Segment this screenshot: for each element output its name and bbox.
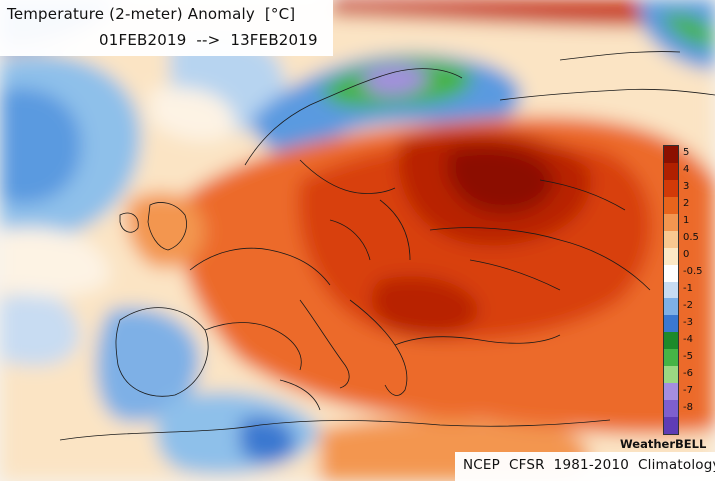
colorbar-swatch — [664, 383, 678, 401]
colorbar-swatch — [664, 213, 678, 231]
colorbar-swatch — [664, 247, 678, 265]
colorbar-tick-label: -0.5 — [683, 266, 703, 278]
colorbar-tick-label: -4 — [683, 333, 693, 345]
colorbar-tick-label: 0.5 — [683, 232, 699, 244]
colorbar-tick-label: 1 — [683, 215, 690, 227]
colorbar-swatch — [664, 146, 678, 163]
colorbar-tick-label: 4 — [683, 164, 690, 176]
colorbar-labels: 5 4 3 2 1 0.5 0 -0.5 -1 -2 -3 -4 -5 -6 -7 -8 — [683, 145, 713, 435]
colorbar-tick-label: 3 — [683, 181, 690, 193]
colorbar-swatch — [664, 349, 678, 367]
colorbar-swatch — [664, 264, 678, 282]
colorbar-swatch — [664, 298, 678, 316]
date-range: 01FEB2019 --> 13FEB2019 — [99, 31, 318, 49]
colorbar-swatch — [664, 281, 678, 299]
colorbar-swatch — [664, 417, 678, 434]
colorbar-swatch — [664, 179, 678, 197]
colorbar-tick-label: 5 — [683, 147, 690, 159]
colorbar-tick-label: -1 — [683, 283, 693, 294]
colorbar-swatch — [664, 230, 678, 248]
colorbar-swatch — [664, 366, 678, 384]
colorbar-swatch — [664, 196, 678, 214]
colorbar-tick-label: 0 — [683, 249, 690, 261]
colorbar-tick-label: -7 — [683, 384, 693, 396]
colorbar-tick-label: -5 — [683, 350, 693, 362]
colorbar-tick-label: 2 — [683, 198, 690, 210]
colorbar-tick-label: -8 — [683, 401, 693, 413]
colorbar-tick-label: -6 — [683, 367, 693, 379]
colorbar-swatch — [664, 162, 678, 180]
colorbar-tick-label: -2 — [683, 299, 693, 311]
colorbar — [663, 145, 679, 435]
map-title: Temperature (2-meter) Anomaly [°C] — [7, 5, 296, 23]
title-panel — [0, 0, 333, 56]
colorbar-swatch — [664, 315, 678, 333]
credit-label: WeatherBELL — [620, 437, 707, 451]
colorbar-swatch — [664, 400, 678, 417]
climatology-panel — [455, 452, 715, 481]
colorbar-tick-label: -3 — [683, 316, 693, 328]
coastlines — [59, 51, 715, 441]
climatology-label: NCEP CFSR 1981-2010 Climatology — [463, 457, 715, 473]
colorbar-swatch — [664, 332, 678, 350]
